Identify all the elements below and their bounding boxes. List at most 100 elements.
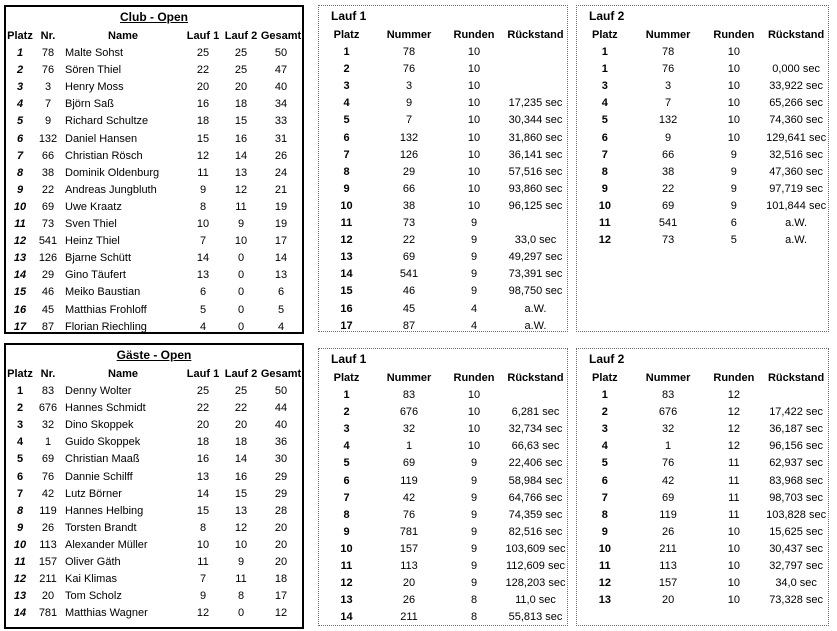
table-cell: 12 (727, 406, 740, 419)
table-cell: 25 (234, 385, 248, 398)
table-cell: 73,391 sec (508, 268, 563, 281)
table-cell: 157 (399, 542, 419, 555)
table-cell: 83,968 sec (769, 474, 824, 487)
table-row: 10 211 10 30,437 sec (577, 541, 828, 558)
table-cell: 8 (16, 504, 24, 517)
table-row: 12 211 Kai Klimas 7 11 18 (6, 571, 302, 588)
table-cell: 17 (274, 235, 288, 248)
header-row: Platz Nummer Runden Rückstand (577, 27, 828, 44)
table-cell: 10 (467, 114, 481, 127)
column-header: Nummer (645, 29, 691, 41)
table-cell: 9 (470, 457, 478, 470)
table-cell: 6,281 sec (511, 406, 560, 419)
table-cell: 10 (467, 423, 481, 436)
table-cell: 17 (274, 590, 288, 603)
table-row: 7 66 9 32,516 sec (577, 147, 828, 164)
table-cell: 9 (343, 182, 350, 195)
table-row: 11 73 9 (319, 215, 567, 232)
table-cell: 9 (470, 217, 478, 230)
table-row: 10 113 Alexander Müller 10 10 20 (6, 537, 302, 554)
table-cell: 78 (402, 46, 416, 59)
table-cell: Guido Skoppek (65, 436, 141, 449)
table-cell: 74,360 sec (769, 114, 824, 127)
table-cell: 8 (199, 521, 207, 534)
table-row: 5 69 Christian Maaß 16 14 30 (6, 451, 302, 468)
table-row: 13 126 Bjarne Schütt 14 0 14 (6, 250, 302, 267)
table-cell: 132 (658, 114, 678, 127)
column-header: Runden (713, 29, 755, 41)
table-cell: 36 (274, 436, 288, 449)
table-cell: 3 (343, 423, 350, 436)
club-lauf2-results-box: Lauf 2 Platz Nummer Runden Rückstand 1 78 10 1… (576, 5, 829, 332)
table-row: 4 9 10 17,235 sec (319, 95, 567, 112)
table-cell: 20 (274, 538, 288, 551)
table-cell: 9 (237, 218, 245, 231)
table-cell: 10 (727, 131, 740, 144)
column-header: Nummer (645, 372, 691, 384)
table-cell: 0 (237, 252, 245, 265)
table-cell: 31 (274, 132, 288, 145)
table-cell: 6 (277, 286, 285, 299)
table-cell: 47,360 sec (769, 165, 824, 178)
table-row: 4 1 10 66,63 sec (319, 438, 567, 455)
gaeste-lauf2-results-table: Platz Nummer Runden Rückstand 1 83 12 2 676 12 17… (577, 370, 828, 609)
table-cell: 25 (196, 385, 210, 398)
table-row: 2 676 Hannes Schmidt 22 22 44 (6, 400, 302, 417)
table-cell: Bjarne Schütt (65, 252, 132, 265)
table-cell: 78 (661, 46, 675, 59)
table-cell: Christian Maaß (65, 453, 140, 466)
column-header: Rückstand (767, 29, 825, 41)
table-cell: 49,297 sec (508, 251, 563, 264)
table-cell: 12 (340, 234, 353, 247)
table-cell: 76 (402, 508, 416, 521)
table-cell: 45 (41, 303, 55, 316)
table-cell: 1 (44, 436, 52, 449)
table-cell: 29 (402, 165, 416, 178)
table-cell: a.W. (524, 302, 547, 315)
table-cell: 1 (601, 46, 608, 59)
table-cell: 119 (39, 504, 57, 517)
table-row: 17 87 Florian Riechling 4 0 4 (6, 319, 302, 332)
table-cell: 4 (16, 436, 24, 449)
table-cell: 3 (16, 81, 24, 94)
table-cell: 2 (601, 406, 608, 419)
table-cell: 32,797 sec (769, 560, 824, 573)
table-cell: 541 (658, 217, 678, 230)
table-cell: 8 (343, 165, 350, 178)
table-cell: 9 (470, 508, 478, 521)
table-row: 8 29 10 57,516 sec (319, 164, 567, 181)
table-row: 9 22 Andreas Jungbluth 9 12 21 (6, 182, 302, 199)
table-row: 11 73 Sven Thiel 10 9 19 (6, 216, 302, 233)
table-cell: 211 (659, 542, 677, 555)
table-cell: Matthias Frohloff (65, 303, 147, 316)
table-cell: 10 (727, 560, 740, 573)
table-cell: Richard Schultze (65, 115, 149, 128)
table-row: 1 78 Malte Sohst 25 25 50 (6, 45, 302, 62)
table-cell: 13 (13, 590, 27, 603)
table-cell: Alexander Müller (65, 538, 148, 551)
table-cell: 76 (402, 63, 416, 76)
table-row: 12 20 9 128,203 sec (319, 575, 567, 592)
table-cell: 0 (237, 286, 245, 299)
column-header: Rückstand (507, 29, 564, 41)
table-cell: 20 (196, 81, 210, 94)
table-row: 5 9 Richard Schultze 18 15 33 (6, 113, 302, 130)
table-cell: 93,860 sec (508, 182, 563, 195)
table-cell: 1 (665, 440, 672, 453)
table-cell: 18 (196, 436, 210, 449)
table-row: 5 7 10 30,344 sec (319, 112, 567, 129)
table-cell: 69 (661, 491, 675, 504)
table-cell: 129,641 sec (766, 131, 827, 144)
table-cell: 4 (343, 97, 350, 110)
table-cell: 25 (196, 47, 210, 60)
table-cell: 76 (661, 457, 675, 470)
table-row: 13 20 10 73,328 sec (577, 592, 828, 609)
table-row: 11 113 10 32,797 sec (577, 558, 828, 575)
table-cell: 211 (39, 573, 57, 586)
table-cell: 9 (470, 491, 478, 504)
table-row: 3 3 10 (319, 78, 567, 95)
table-cell: 36,141 sec (508, 148, 563, 161)
table-row: 8 38 Dominik Oldenburg 11 13 24 (6, 165, 302, 182)
table-cell: 9 (730, 199, 737, 212)
table-cell: Hannes Schmidt (65, 402, 146, 415)
